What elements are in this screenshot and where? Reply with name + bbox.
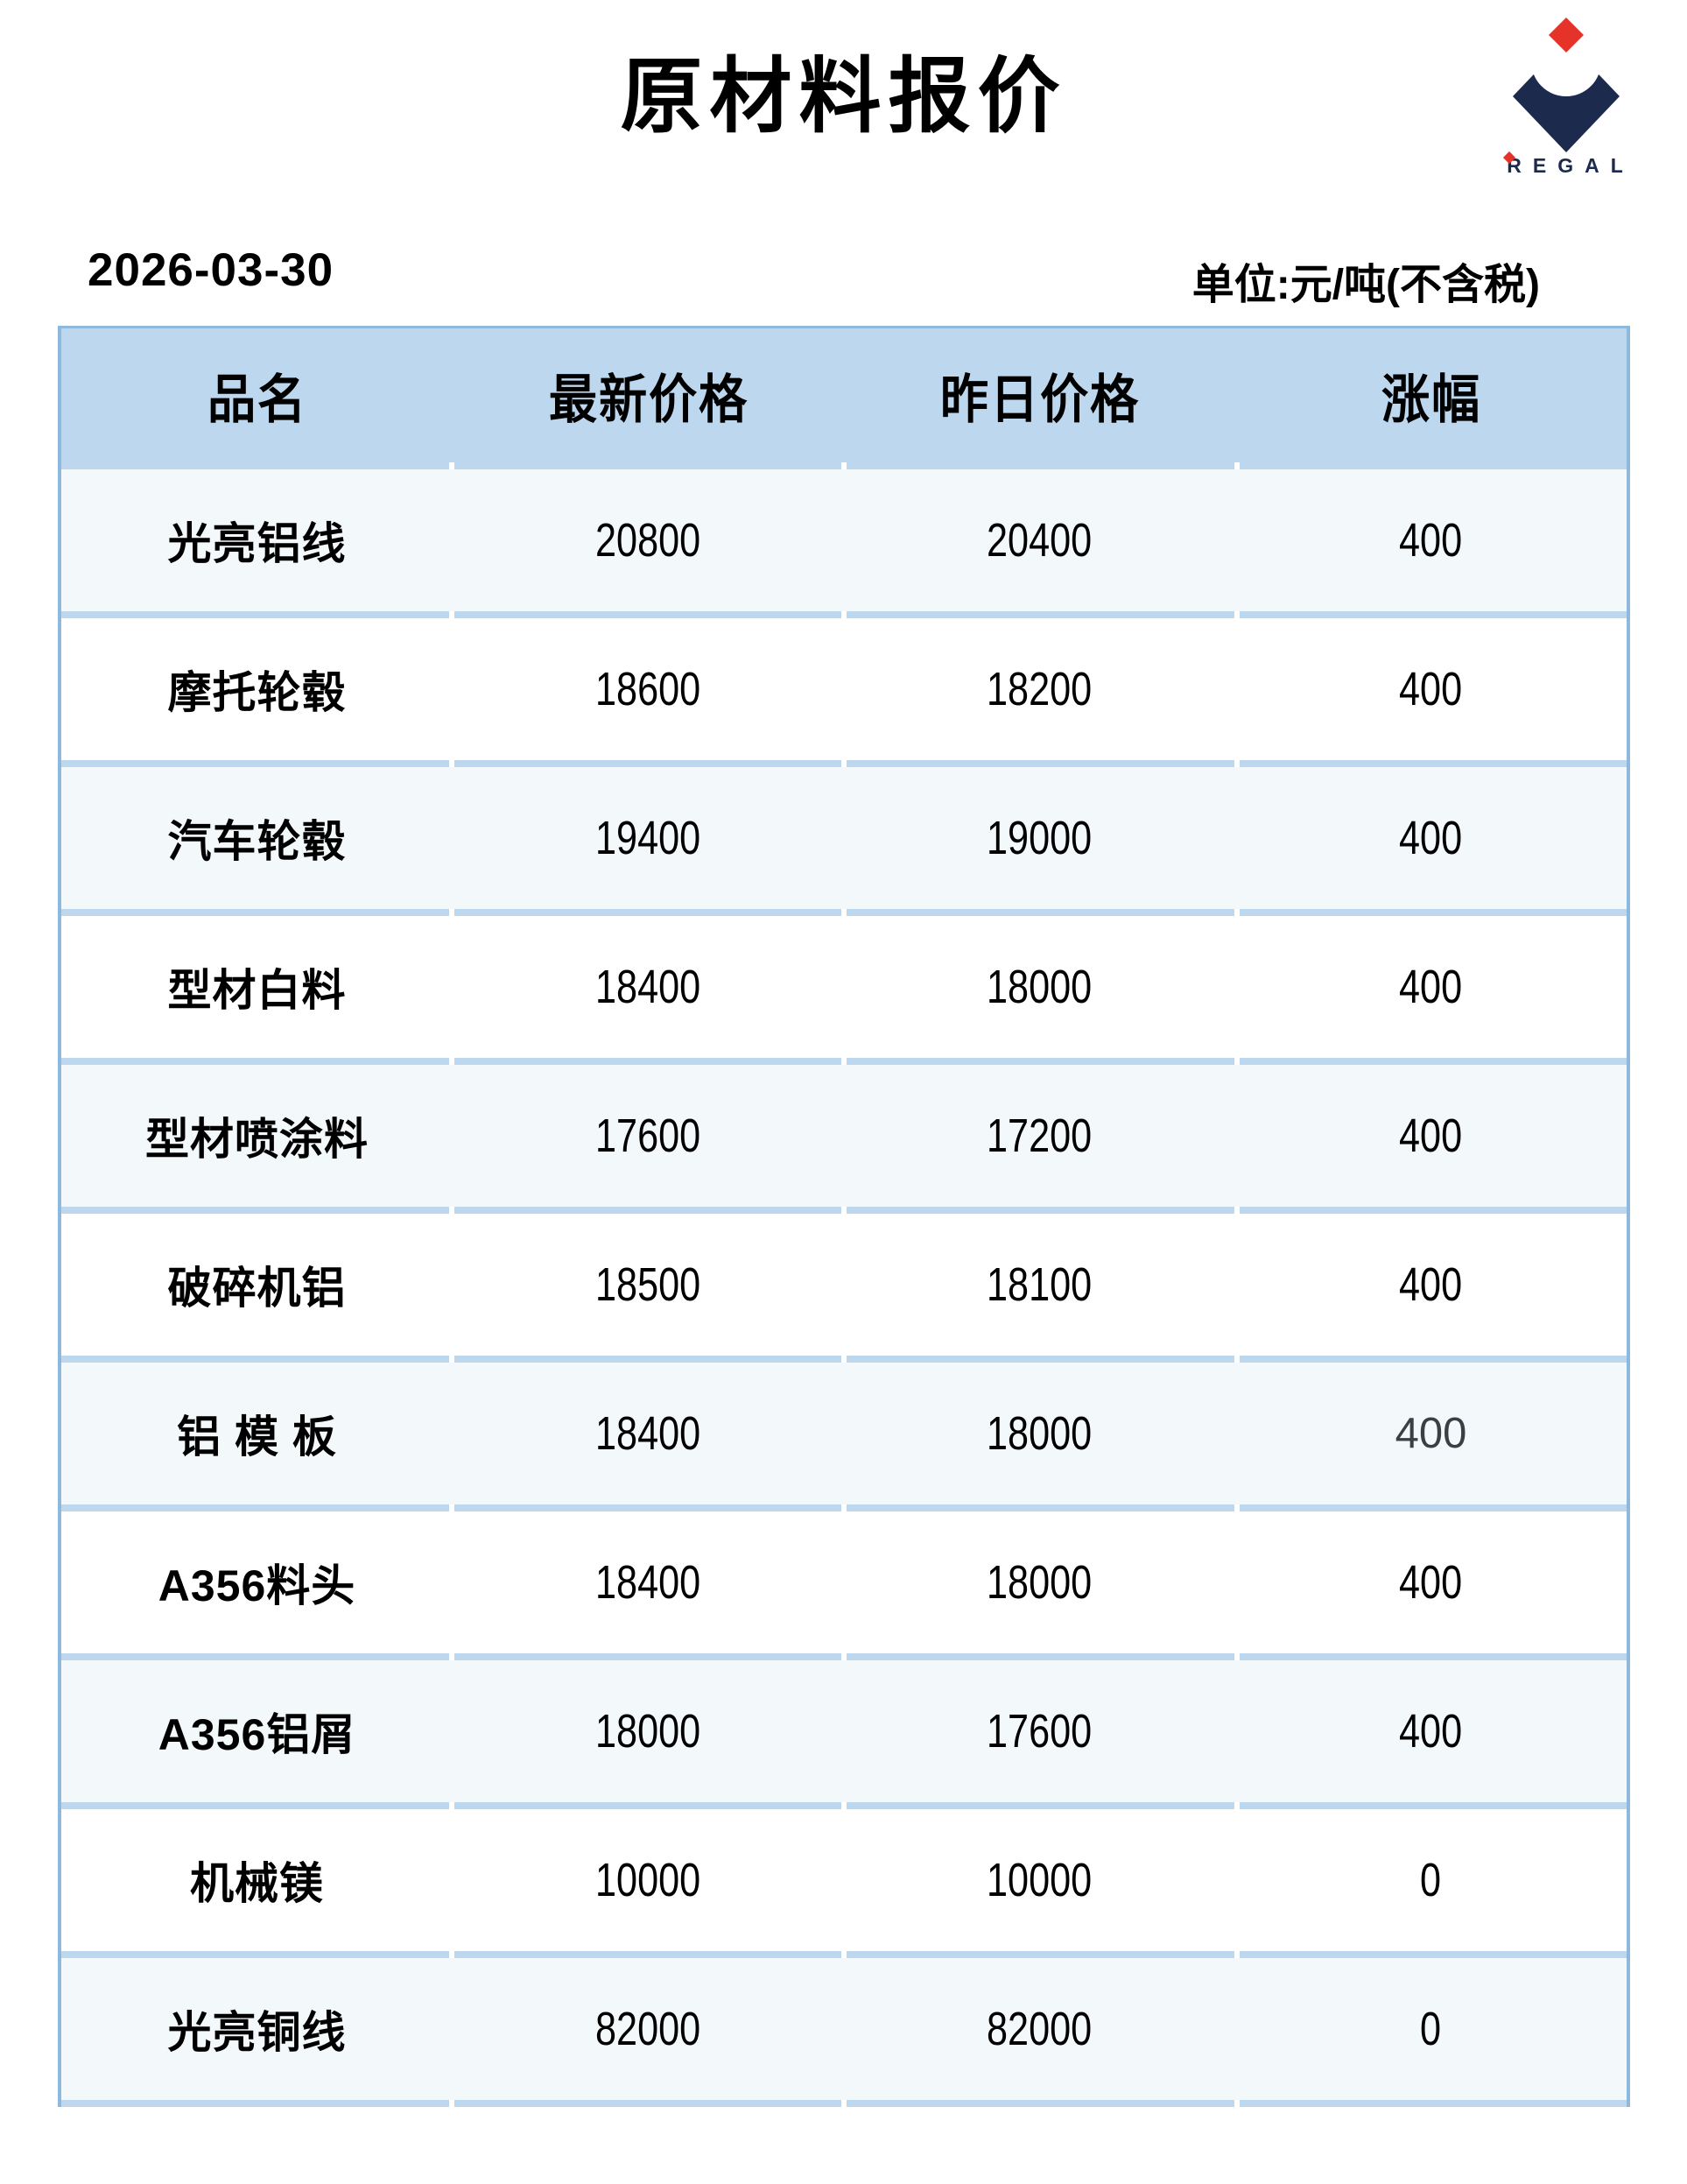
product-name-cell: 铝 模 板 [177,1413,337,1462]
change-cell: 400 [1399,1556,1463,1609]
change-cell: 400 [1399,812,1463,864]
change-cell: 400 [1395,1410,1467,1457]
table-row: 破碎机铝 18500 18100 400 [61,1214,1627,1356]
yesterday-price-cell: 18200 [987,663,1093,715]
product-name-cell: 光亮铝线 [167,519,347,568]
latest-price-cell: 17600 [595,1110,701,1162]
page-title: 原材料报价 [620,52,1067,143]
table-row: 型材喷涂料 17600 17200 400 [61,1065,1627,1207]
product-name-cell: 型材喷涂料 [145,1115,369,1164]
table-row: 机械镁 10000 10000 0 [61,1809,1627,1951]
change-cell: 400 [1399,1705,1463,1758]
change-cell: 400 [1399,663,1463,715]
latest-price-cell: 18400 [595,1407,701,1460]
change-cell: 400 [1399,1258,1463,1311]
column-header-change: 涨幅 [1381,370,1481,429]
latest-price-cell: 82000 [595,2003,701,2055]
change-cell: 400 [1399,961,1463,1013]
yesterday-price-cell: 18100 [987,1258,1093,1311]
row-separator [61,909,1627,916]
latest-price-cell: 18400 [595,961,701,1013]
table-row: A356料头 18400 18000 400 [61,1511,1627,1653]
yesterday-price-cell: 18000 [987,961,1093,1013]
product-name-cell: 光亮铜线 [167,2008,347,2057]
change-cell: 400 [1399,1110,1463,1162]
yesterday-price-cell: 10000 [987,1854,1093,1906]
row-separator [61,1058,1627,1065]
product-name-cell: A356料头 [158,1561,356,1610]
logo-brand-label: REGAL [1507,154,1634,177]
latest-price-cell: 18000 [595,1705,701,1758]
yesterday-price-cell: 17200 [987,1110,1093,1162]
latest-price-cell: 18500 [595,1258,701,1311]
table-row: 光亮铜线 82000 82000 0 [61,1958,1627,2100]
product-name-cell: 摩托轮毂 [167,668,347,717]
table-row: A356铝屑 18000 17600 400 [61,1660,1627,1802]
row-separator [61,1207,1627,1214]
product-name-cell: 破碎机铝 [167,1264,347,1313]
row-separator [61,1802,1627,1809]
row-separator [61,1504,1627,1511]
logo-brand-text: REGAL [1498,151,1634,178]
table-bottom-border [61,2100,1627,2107]
table-row: 光亮铝线 20800 20400 400 [61,469,1627,611]
row-separator [61,1653,1627,1660]
table-row: 铝 模 板 18400 18000 400 [61,1363,1627,1504]
regal-logo-icon [1513,18,1620,152]
table-header-row: 品名 最新价格 昨日价格 涨幅 [61,328,1627,462]
yesterday-price-cell: 18000 [987,1556,1093,1609]
price-table: 品名 最新价格 昨日价格 涨幅 光亮铝线 20800 20400 400 摩托轮… [58,326,1630,2107]
yesterday-price-cell: 19000 [987,812,1093,864]
latest-price-cell: 19400 [595,812,701,864]
product-name-cell: 汽车轮毂 [167,817,347,866]
table-row: 摩托轮毂 18600 18200 400 [61,618,1627,760]
row-separator [61,462,1627,469]
row-separator [61,611,1627,618]
column-header-product: 品名 [207,370,307,429]
date-label: 2026-03-30 [88,244,334,296]
product-name-cell: A356铝屑 [158,1710,356,1759]
row-separator [61,1356,1627,1363]
latest-price-cell: 18600 [595,663,701,715]
latest-price-cell: 20800 [595,514,701,567]
change-cell: 0 [1420,2003,1442,2055]
yesterday-price-cell: 18000 [987,1407,1093,1460]
row-separator [61,760,1627,767]
change-cell: 0 [1420,1854,1442,1906]
regal-logo: REGAL [1487,16,1645,178]
latest-price-cell: 10000 [595,1854,701,1906]
column-header-latest-price: 最新价格 [548,370,749,429]
yesterday-price-cell: 82000 [987,2003,1093,2055]
unit-label: 单位:元/吨(不含税) [1191,262,1540,308]
product-name-cell: 型材白料 [167,966,347,1015]
column-header-yesterday-price: 昨日价格 [939,370,1140,429]
latest-price-cell: 18400 [595,1556,701,1609]
change-cell: 400 [1399,514,1463,567]
table-row: 型材白料 18400 18000 400 [61,916,1627,1058]
row-separator [61,1951,1627,1958]
table-row: 汽车轮毂 19400 19000 400 [61,767,1627,909]
product-name-cell: 机械镁 [190,1859,324,1908]
yesterday-price-cell: 20400 [987,514,1093,567]
yesterday-price-cell: 17600 [987,1705,1093,1758]
